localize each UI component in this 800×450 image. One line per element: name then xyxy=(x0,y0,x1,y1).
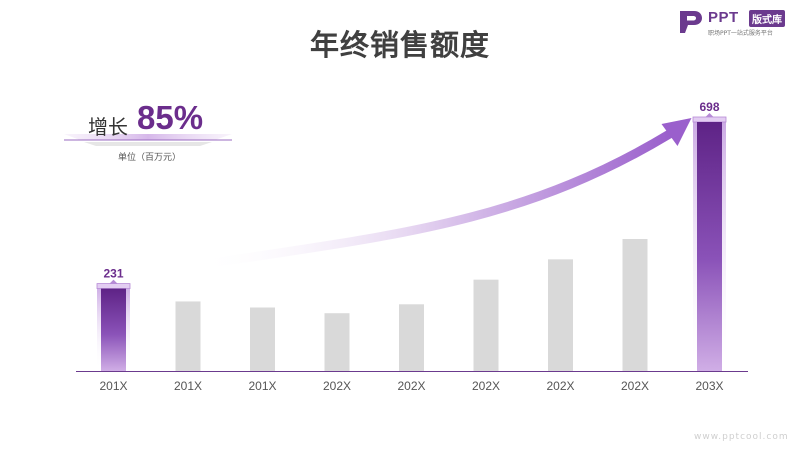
logo-badge: 版式库 xyxy=(749,10,785,27)
x-tick-label: 202X xyxy=(397,379,425,393)
trend-arrow-shaft xyxy=(193,129,674,270)
data-labels: 231 698 xyxy=(103,100,719,281)
callout-shadow xyxy=(84,142,212,146)
x-tick-label: 202X xyxy=(472,379,500,393)
growth-value: 85% xyxy=(137,99,204,136)
brand-logo: PPT 版式库 职场PPT一站式服务平台 xyxy=(678,9,796,37)
x-tick-label: 202X xyxy=(546,379,574,393)
bar-cap xyxy=(692,116,727,123)
bar xyxy=(622,239,648,371)
data-label: 698 xyxy=(699,100,719,114)
x-tick-label: 201X xyxy=(248,379,276,393)
x-tick-label: 201X xyxy=(99,379,127,393)
x-tick-label: 201X xyxy=(174,379,202,393)
chart-title: 年终销售额度 xyxy=(309,28,490,62)
growth-unit: 单位（百万元） xyxy=(118,153,182,163)
bars-group xyxy=(96,113,727,371)
bar xyxy=(175,301,201,371)
bar xyxy=(473,279,499,371)
logo-brand-text: PPT xyxy=(708,9,739,26)
x-tick-label: 202X xyxy=(621,379,649,393)
trend-arrow-head xyxy=(661,118,692,146)
logo-tagline: 职场PPT一站式服务平台 xyxy=(708,30,773,37)
bar xyxy=(399,304,424,371)
callout-band xyxy=(64,134,232,140)
bar xyxy=(101,288,126,371)
bar-cap xyxy=(96,283,131,289)
growth-label: 增长 xyxy=(88,115,128,139)
watermark: www.pptcool.com xyxy=(694,432,789,442)
bar xyxy=(250,307,275,371)
x-tick-label: 202X xyxy=(323,379,351,393)
bar xyxy=(697,122,722,371)
bar-cap-pointer xyxy=(705,113,714,117)
bar xyxy=(324,313,350,371)
logo-mark-icon xyxy=(680,11,702,33)
bar-cap-pointer xyxy=(109,279,118,284)
x-tick-label: 203X xyxy=(695,379,723,393)
data-label: 231 xyxy=(103,267,123,281)
trend-arrow xyxy=(193,118,692,270)
bar xyxy=(548,259,573,371)
x-tick-labels: 201X 201X 201X 202X 202X 202X 202X 202X 203X xyxy=(99,379,723,393)
